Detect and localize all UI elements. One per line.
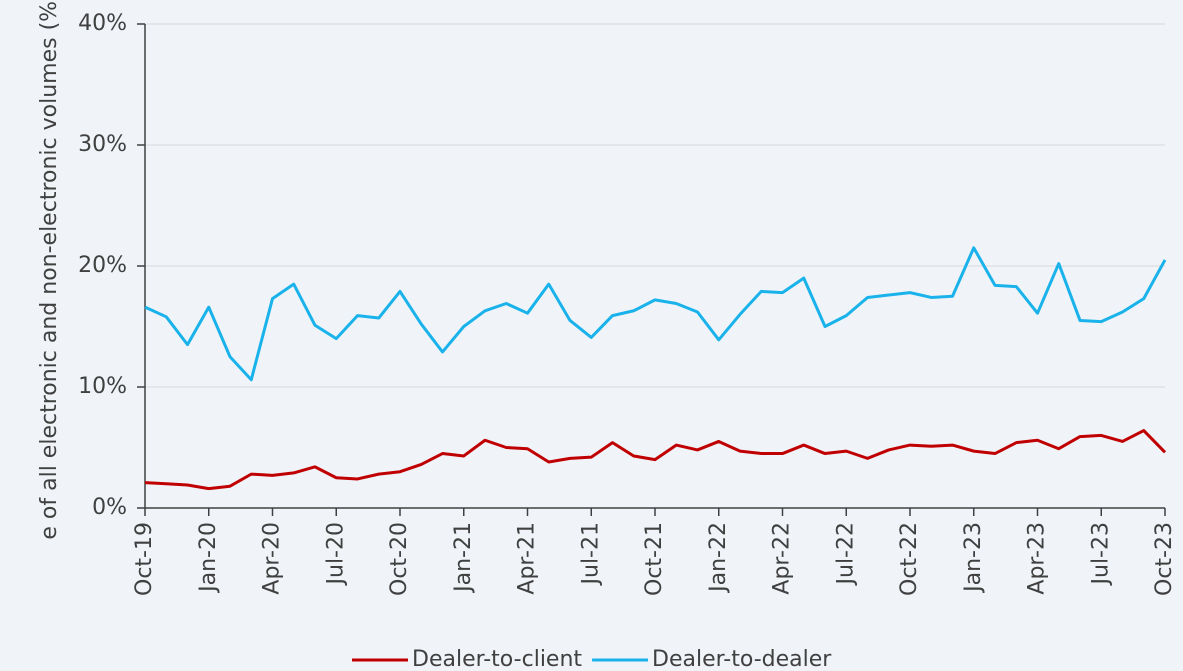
y-tick-label: 0% xyxy=(92,495,127,520)
x-tick-label: Apr-22 xyxy=(770,522,795,595)
x-tick-label: Apr-20 xyxy=(260,522,285,595)
y-tick-label: 20% xyxy=(78,253,127,278)
x-tick-label: Jul-20 xyxy=(323,522,348,586)
x-tick-label: Jul-21 xyxy=(578,522,603,586)
legend-label: Dealer-to-client xyxy=(412,647,582,671)
x-tick-label: Jul-23 xyxy=(1088,522,1113,586)
x-tick-label: Jan-23 xyxy=(961,522,986,594)
x-tick-label: Oct-23 xyxy=(1152,522,1177,596)
y-tick-label: 10% xyxy=(78,374,127,399)
y-tick-label: 30% xyxy=(78,132,127,157)
x-tick-label: Oct-22 xyxy=(897,522,922,596)
x-tick-label: Apr-21 xyxy=(515,522,540,595)
x-tick-label: Apr-23 xyxy=(1025,522,1050,595)
x-tick-label: Jan-20 xyxy=(196,522,221,594)
x-tick-label: Oct-19 xyxy=(132,522,157,596)
y-axis-label: e of all electronic and non-electronic v… xyxy=(37,0,62,540)
series-line xyxy=(144,429,1167,491)
x-tick-label: Jan-21 xyxy=(451,522,476,594)
x-tick-label: Jan-22 xyxy=(706,522,731,594)
x-tick-label: Jul-22 xyxy=(833,522,858,586)
x-tick-label: Oct-21 xyxy=(642,522,667,596)
series-line xyxy=(144,246,1167,382)
x-tick-label: Oct-20 xyxy=(387,522,412,596)
legend-label: Dealer-to-dealer xyxy=(652,647,832,671)
y-tick-label: 40% xyxy=(78,11,127,36)
